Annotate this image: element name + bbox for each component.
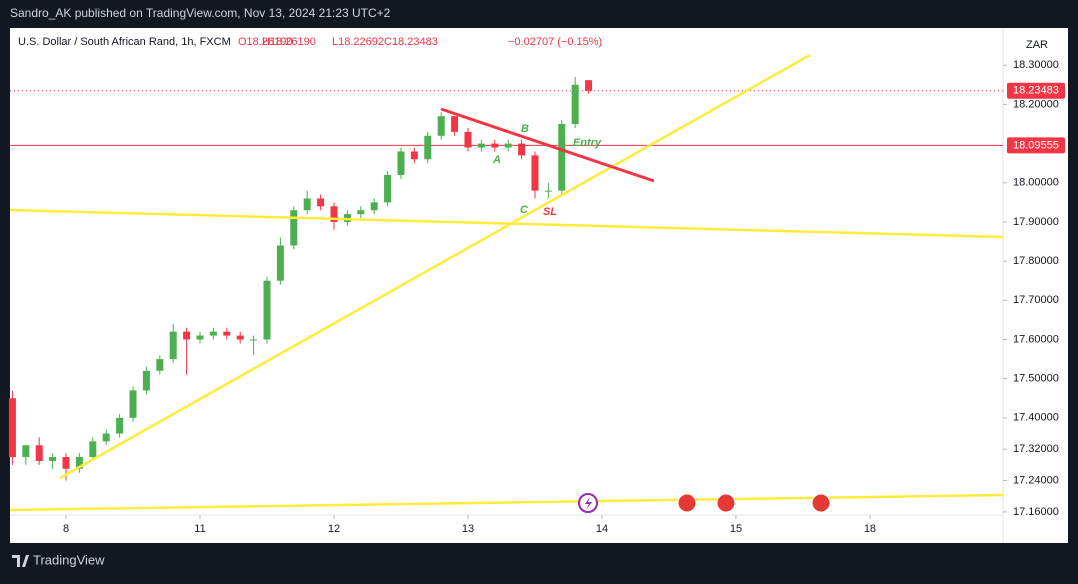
x-tick-label: 14 <box>596 523 608 535</box>
publisher: Sandro_AK published on TradingView.com, … <box>10 6 391 20</box>
candle-body <box>75 457 83 469</box>
y-tick-label: 17.50000 <box>1013 373 1059 385</box>
trendline <box>9 208 1004 239</box>
currency: ZAR <box>1026 39 1048 51</box>
price-tag <box>1007 82 1065 99</box>
candle-body <box>102 433 110 442</box>
candle-body <box>384 174 392 203</box>
y-tick-label: 17.90000 <box>1013 216 1059 228</box>
ohlc-value: O18.26190 <box>238 36 292 48</box>
candle-body <box>544 190 552 192</box>
candle-body <box>317 198 325 207</box>
candle-body <box>223 331 231 336</box>
candle-body <box>518 143 526 156</box>
x-tick-label: 13 <box>462 523 474 535</box>
x-tick-label: 18 <box>864 523 876 535</box>
y-tick-label: 17.60000 <box>1013 333 1059 345</box>
candle-body <box>397 151 405 175</box>
candle-body <box>35 445 43 461</box>
event-icon <box>811 493 831 513</box>
event-icon <box>585 497 592 510</box>
candle-body <box>330 206 338 222</box>
candle-body <box>558 124 566 191</box>
candle-body <box>410 151 418 160</box>
candle-body <box>370 202 378 211</box>
trendline <box>59 53 811 480</box>
candle-body <box>49 457 57 461</box>
candle-body <box>424 135 432 160</box>
candle-body <box>236 335 244 340</box>
candle-body <box>276 245 284 281</box>
candle-body <box>504 143 512 148</box>
y-tick-label: 17.16000 <box>1013 506 1059 518</box>
candle-body <box>357 210 365 215</box>
candle-body <box>116 417 124 434</box>
price-tag-label: 18.09555 <box>1013 139 1059 151</box>
event-icon <box>677 493 697 513</box>
y-tick-label: 17.40000 <box>1013 412 1059 424</box>
ohlc-value: −0.02707 (−0.15%) <box>508 36 602 48</box>
candle-body <box>464 131 472 148</box>
price-tag-label: 18.23483 <box>1013 85 1059 97</box>
candle-body <box>89 441 97 458</box>
x-tick-label: 12 <box>328 523 340 535</box>
symbol-title: U.S. Dollar / South African Rand, 1h, FX… <box>18 36 231 48</box>
ohlc-value: C18.23483 <box>384 36 438 48</box>
candle-body <box>209 331 217 336</box>
ohlc-value: H18.26190 <box>262 36 316 48</box>
y-tick-label: 18.20000 <box>1013 98 1059 110</box>
candle-body <box>531 155 539 191</box>
candle-body <box>290 210 298 246</box>
price-tag <box>1007 137 1065 154</box>
trendline <box>440 107 655 183</box>
y-tick-label: 17.32000 <box>1013 443 1059 455</box>
candle-body <box>129 390 137 418</box>
ohlc-value: L18.22692 <box>332 36 384 48</box>
candle-body <box>169 331 177 360</box>
y-tick-label: 18.00000 <box>1013 177 1059 189</box>
annotation: C <box>520 204 529 216</box>
candle-body <box>437 116 445 136</box>
candle-body <box>571 84 579 125</box>
candle-body <box>62 457 70 469</box>
y-tick-label: 17.70000 <box>1013 294 1059 306</box>
annotation: SL <box>543 206 557 218</box>
annotation: B <box>521 123 529 135</box>
candle-body <box>477 143 485 148</box>
candle-body <box>585 80 593 91</box>
candle-body <box>183 331 191 340</box>
event-icon <box>716 493 736 513</box>
x-tick-label: 15 <box>730 523 742 535</box>
annotation: Entry <box>573 137 602 149</box>
candle-body <box>263 280 271 340</box>
x-tick-label: 11 <box>194 523 205 535</box>
trendline <box>9 493 1004 512</box>
candle-body <box>156 359 164 371</box>
brand: TradingView <box>33 552 105 567</box>
y-tick-label: 17.24000 <box>1013 474 1059 486</box>
x-tick-label: 8 <box>63 523 69 535</box>
candle-body <box>142 370 150 391</box>
annotation: A <box>492 154 501 166</box>
brand-logo <box>12 555 29 567</box>
chart-panel <box>10 28 1068 543</box>
candle-body <box>303 198 311 211</box>
candle-body <box>250 339 258 341</box>
candle-body <box>22 445 30 458</box>
candle-body <box>196 335 204 340</box>
candle-body <box>491 143 499 148</box>
event-icons <box>578 493 831 513</box>
candle-body <box>8 398 16 458</box>
y-tick-label: 17.80000 <box>1013 255 1059 267</box>
y-tick-label: 18.30000 <box>1013 59 1059 71</box>
candle-body <box>451 116 459 132</box>
plot <box>8 64 1007 519</box>
